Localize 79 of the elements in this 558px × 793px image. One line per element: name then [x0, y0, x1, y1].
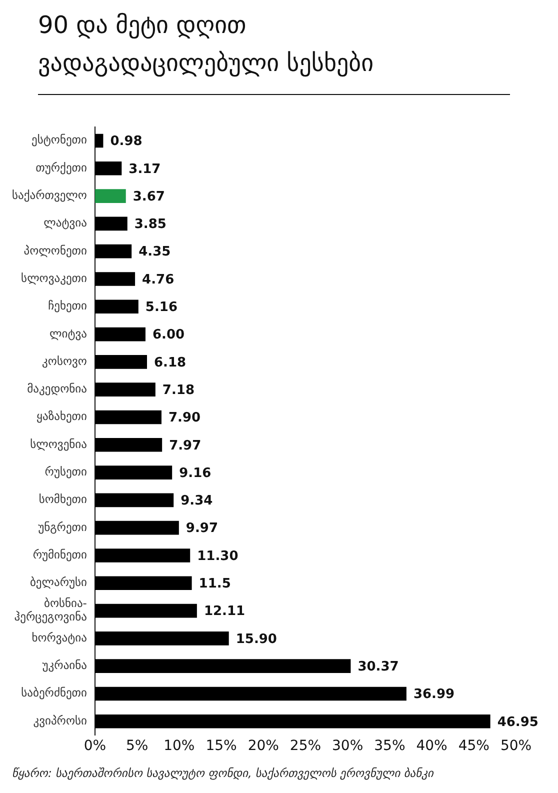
y-tick-label: მაკედონია [27, 382, 88, 396]
y-tick-label: პოლონეთი [24, 243, 88, 258]
data-label: 6.00 [152, 328, 185, 343]
bar [94, 244, 132, 258]
text: წყარო: საერთაშორისო სავალუტო ფონდი, საქართველოს ეროვნული ბანკი [12, 766, 434, 780]
data-label: 4.76 [142, 272, 174, 288]
data-label: 6.18 [154, 355, 186, 370]
data-label: 9.16 [179, 466, 212, 481]
data-label: 3.67 [132, 189, 165, 204]
data-label: 0.98 [110, 134, 142, 150]
data-label: 3.85 [134, 217, 166, 232]
bar [94, 548, 190, 562]
data-label: 5.16 [145, 300, 178, 315]
x-tick-label: 0% [84, 738, 106, 754]
y-tick-label: ლატვია [44, 216, 88, 230]
y-tick-label: რუსეთი [44, 464, 88, 479]
bar [94, 493, 174, 508]
x-tick-label: 20% [248, 738, 279, 754]
data-label: 36.99 [413, 687, 455, 702]
bar [94, 520, 179, 535]
x-tick-label: 10% [164, 738, 195, 754]
bar [94, 216, 128, 231]
data-label: 46.95 [497, 714, 538, 730]
y-tick-label: უნგრეთი [38, 520, 88, 534]
x-tick-label: 45% [458, 738, 490, 754]
bar [94, 410, 162, 424]
data-label: 11.30 [197, 548, 238, 564]
bar [94, 272, 136, 286]
y-tick-label: საქართველო [12, 188, 87, 202]
data-label: 9.97 [186, 521, 218, 536]
y-tick-label: ხორვატია [32, 630, 88, 644]
y-tick-label: ბოსნია-ჰერცეგოვინა [14, 596, 88, 624]
data-label: 11.5 [198, 576, 231, 592]
chart-title: 90 და მეტი დღით ვადაგადაცილებული სესხები [38, 10, 375, 79]
y-tick-label: ყაზახეთი [36, 409, 87, 424]
x-tick-label: 30% [332, 738, 364, 754]
y-tick-label: ესტონეთი [32, 132, 87, 147]
bar [94, 714, 490, 728]
data-label: 15.90 [236, 632, 277, 647]
bar [94, 161, 122, 176]
y-tick-label: ლიტვა [49, 326, 88, 340]
y-tick-label: კვიპროსი [33, 713, 87, 728]
data-label: 7.90 [168, 410, 201, 426]
x-tick-label: 25% [290, 738, 322, 754]
y-tick-label: სომხეთი [38, 492, 87, 506]
bar [94, 189, 126, 203]
x-tick-label: 35% [374, 738, 406, 754]
bar [94, 659, 351, 673]
bar [94, 576, 192, 590]
bar [94, 134, 104, 148]
bar [94, 438, 162, 452]
bar [94, 466, 172, 480]
bar [94, 327, 146, 342]
bar [94, 604, 197, 618]
y-tick-label: ბელარუსი [30, 575, 88, 590]
x-tick-label: 50% [500, 738, 532, 754]
bar [94, 382, 156, 396]
data-label: 4.35 [138, 244, 171, 260]
bar [94, 300, 138, 314]
data-label: 3.17 [128, 162, 161, 177]
data-label: 30.37 [358, 659, 399, 674]
data-label: 7.18 [162, 382, 194, 398]
x-tick-label: 5% [126, 738, 148, 754]
y-tick-label: სლოვენია [30, 436, 88, 451]
data-label: 7.97 [169, 438, 202, 454]
y-tick-label: თურქეთი [36, 160, 87, 174]
y-tick-label: კოსოვო [42, 354, 87, 368]
bar [94, 686, 406, 701]
x-tick-label: 40% [416, 738, 448, 754]
y-tick-label: სლოვაკეთი [21, 270, 87, 285]
y-tick-label: საბერძნეთი [21, 686, 88, 700]
data-label: 9.34 [180, 494, 213, 509]
bar [94, 355, 148, 369]
data-label: 12.11 [204, 604, 246, 620]
bar [94, 632, 229, 646]
y-tick-label: ჩეხეთი [48, 298, 88, 313]
y-tick-label: უკრაინა [42, 658, 88, 672]
x-tick-label: 15% [206, 738, 237, 754]
y-tick-label: რუმინეთი [32, 547, 87, 562]
